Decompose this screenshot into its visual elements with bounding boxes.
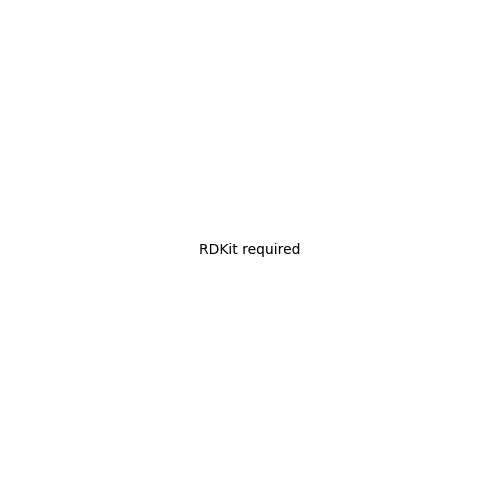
Text: RDKit required: RDKit required [199, 243, 301, 257]
